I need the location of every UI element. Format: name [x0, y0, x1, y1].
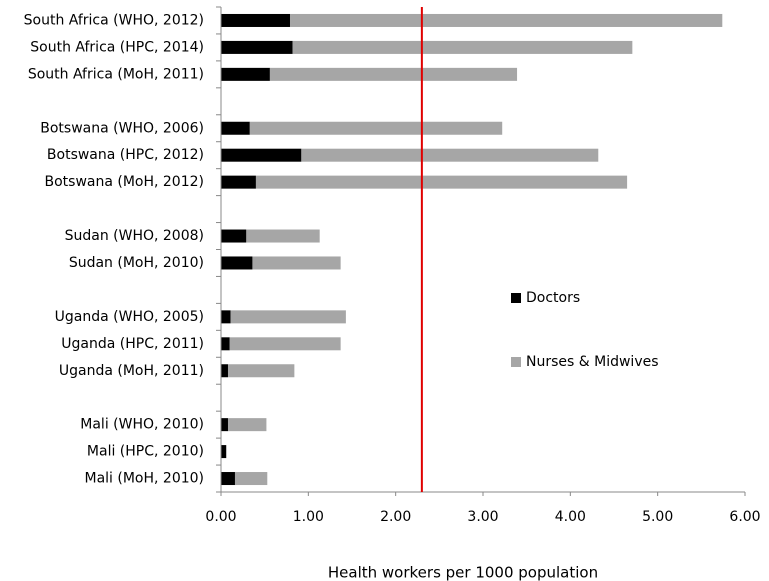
bar-segment: [221, 337, 230, 351]
bar-segment: [230, 310, 346, 324]
bar-segment: [227, 418, 267, 432]
x-tick-label: 0.00: [205, 509, 236, 525]
legend-label: Nurses & Midwives: [526, 354, 659, 370]
y-tick-label: Mali (HPC, 2010): [87, 444, 204, 460]
bar-segment: [227, 364, 295, 378]
bar-segment: [221, 121, 250, 135]
y-tick-label: Mali (MoH, 2010): [84, 471, 204, 487]
y-tick-label: Uganda (MoH, 2011): [59, 363, 204, 379]
bar-segment: [234, 472, 268, 486]
y-tick-label: South Africa (MoH, 2011): [28, 66, 204, 82]
bar-segment: [221, 13, 290, 27]
x-tick-label: 4.00: [555, 509, 586, 525]
legend-swatch: [511, 357, 521, 367]
bar-segment: [255, 175, 628, 189]
y-tick-label: Sudan (WHO, 2008): [65, 228, 204, 244]
bar-segment: [221, 472, 235, 486]
bar-segment: [246, 229, 320, 243]
y-tick-label: Botswana (HPC, 2012): [47, 147, 204, 163]
bar-segment: [221, 175, 256, 189]
y-tick-label: South Africa (HPC, 2014): [30, 39, 204, 55]
bar-segment: [221, 445, 227, 459]
bar-segment: [252, 256, 341, 270]
legend-swatch: [511, 293, 521, 303]
legend-label: Doctors: [526, 290, 580, 306]
x-axis-title: Health workers per 1000 population: [328, 564, 598, 581]
x-tick-label: 1.00: [293, 509, 324, 525]
bar-segment: [269, 67, 518, 81]
bar-segment: [221, 229, 247, 243]
x-tick-label: 6.00: [729, 509, 760, 525]
x-tick-label: 3.00: [467, 509, 498, 525]
bar-segment: [221, 148, 302, 162]
y-tick-label: Mali (WHO, 2010): [80, 417, 204, 433]
bar-segment: [221, 364, 228, 378]
y-tick-label: Sudan (MoH, 2010): [69, 255, 204, 271]
bar-segment: [221, 310, 231, 324]
y-tick-label: Uganda (WHO, 2005): [55, 309, 204, 325]
y-tick-label: South Africa (WHO, 2012): [24, 12, 204, 28]
x-tick-label: 5.00: [642, 509, 673, 525]
bar-segment: [221, 40, 293, 54]
bar-segment: [301, 148, 599, 162]
y-tick-label: Botswana (WHO, 2006): [40, 120, 204, 136]
bar-segment: [292, 40, 633, 54]
bar-segment: [249, 121, 503, 135]
y-tick-label: Botswana (MoH, 2012): [44, 174, 204, 190]
bar-segment: [221, 418, 228, 432]
x-tick-label: 2.00: [380, 509, 411, 525]
y-tick-label: Uganda (HPC, 2011): [61, 336, 204, 352]
bar-segment: [229, 337, 341, 351]
bar-segment: [221, 67, 270, 81]
bar-segment: [221, 256, 253, 270]
bar-segment: [289, 13, 723, 27]
